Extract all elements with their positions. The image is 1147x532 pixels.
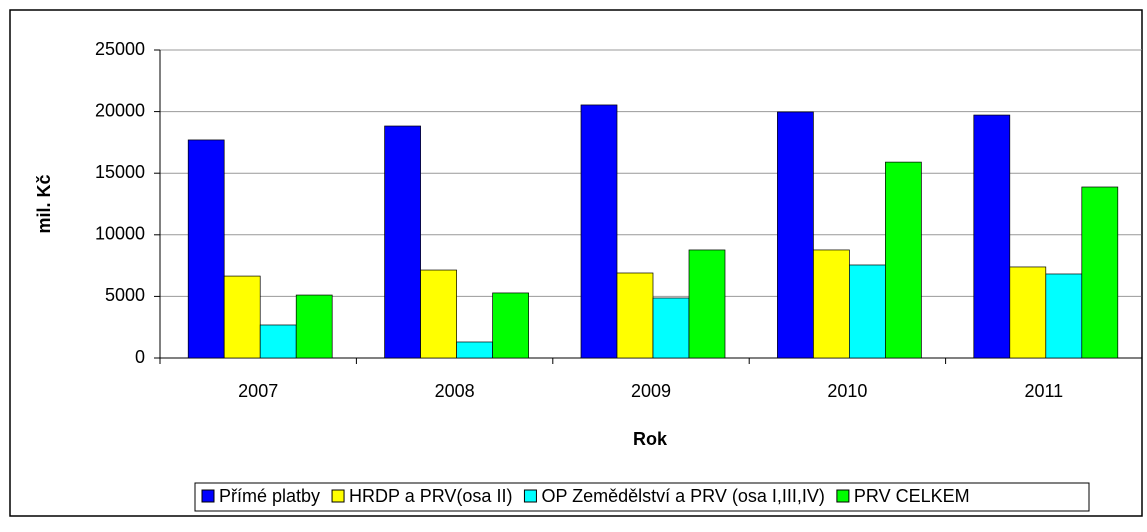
y-tick-label: 10000 [95,224,145,244]
bar [1081,186,1119,359]
x-tick-label: 2010 [827,381,867,401]
bar [849,264,886,359]
bar [885,161,922,359]
bar [187,139,225,359]
bar [616,272,654,359]
y-axis-title: mil. Kč [34,174,54,233]
bar [973,114,1011,359]
y-tick-label: 0 [135,347,145,367]
legend-label: OP Zemědělství a PRV (osa I,III,IV) [541,486,824,506]
x-tick-label: 2009 [631,381,671,401]
legend-label: Přímé platby [219,486,320,506]
bar [813,249,850,359]
bar [1045,273,1083,359]
y-tick-label: 5000 [105,285,145,305]
legend-swatch [331,489,345,503]
legend-swatch [523,489,537,503]
bar [652,297,690,359]
legend-label: PRV CELKEM [854,486,970,506]
bar [580,104,618,359]
bar [384,125,421,359]
chart-border [9,9,1143,517]
x-axis-title: Rok [633,429,668,449]
bar [492,292,529,359]
legend-swatch [201,489,215,503]
bar [1009,266,1047,359]
bar [777,111,814,359]
bar [420,269,457,359]
legend-swatch [836,489,850,503]
bar [223,275,261,359]
x-tick-label: 2008 [435,381,475,401]
legend-label: HRDP a PRV(osa II) [349,486,512,506]
bar [688,249,726,359]
x-tick-label: 2011 [1024,381,1063,401]
y-tick-label: 20000 [95,100,145,120]
y-tick-label: 15000 [95,162,145,182]
bar [456,341,493,359]
bar [259,324,297,359]
y-tick-label: 25000 [95,39,145,59]
x-tick-label: 2007 [238,381,278,401]
bar [295,294,333,359]
